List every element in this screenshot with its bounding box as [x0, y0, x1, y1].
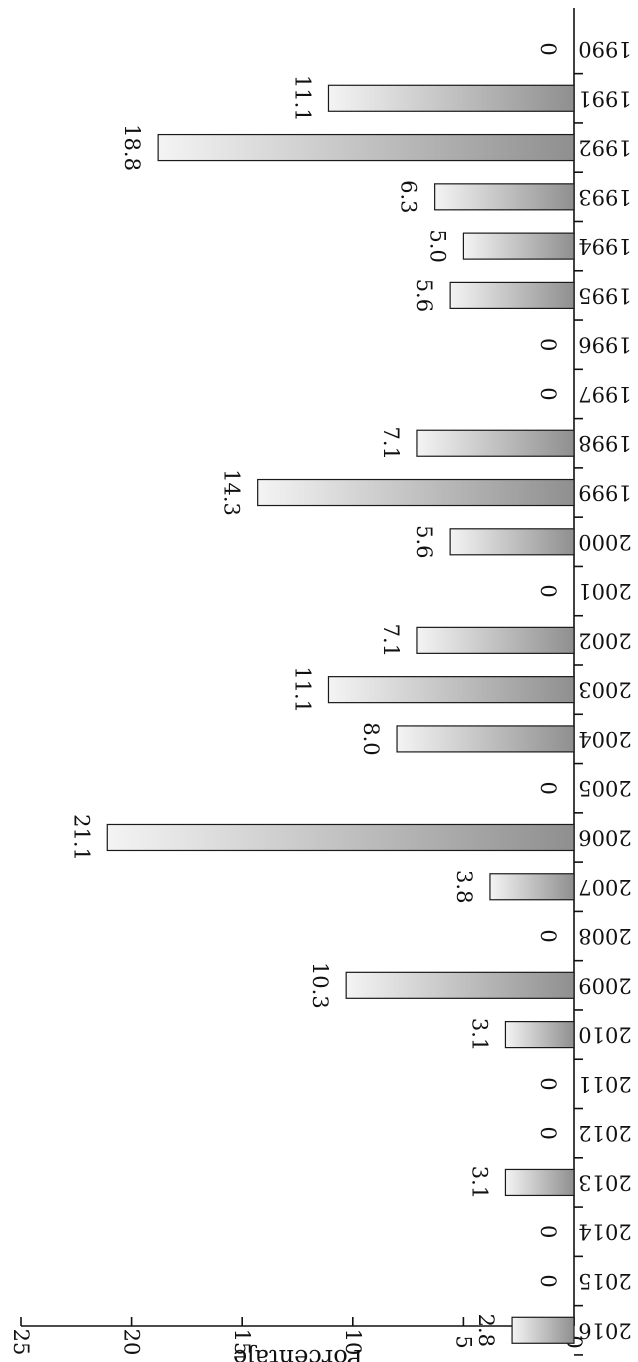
value-label-2003: 11.1: [290, 666, 314, 713]
value-label-1992: 18.8: [120, 124, 144, 171]
bar-1994: [462, 232, 575, 260]
value-axis-title: Porcentaje: [233, 1344, 363, 1362]
category-label-1992: 1992: [578, 136, 631, 160]
value-label-2014: 0: [536, 1225, 560, 1238]
category-label-1990: 1990: [578, 37, 631, 61]
value-label-1999: 14.3: [220, 469, 244, 516]
bar-2006: [106, 823, 575, 852]
category-label-2011: 2011: [578, 1072, 631, 1096]
value-tick-label-10: 10: [341, 1329, 365, 1356]
category-label-2009: 2009: [578, 973, 631, 997]
value-label-1998: 7.1: [379, 427, 403, 460]
category-label-2006: 2006: [578, 825, 631, 849]
axes: Porcentaje: [21, 8, 575, 1362]
category-label-1995: 1995: [578, 283, 631, 307]
category-label-2004: 2004: [578, 727, 631, 751]
value-label-1995: 5.6: [412, 279, 436, 312]
category-label-2003: 2003: [578, 678, 631, 702]
bar-2002: [416, 626, 575, 654]
value-label-2007: 3.8: [452, 870, 476, 903]
category-label-2012: 2012: [578, 1121, 631, 1145]
bar-2007: [489, 873, 575, 901]
category-label-2007: 2007: [578, 875, 631, 899]
category-label-2001: 2001: [578, 579, 631, 603]
bar-2003: [327, 676, 575, 704]
category-labels: 1990 1991 1992 1993 1994 1995 1996 1997 1998 1999…: [574, 37, 632, 1356]
value-label-2002: 7.1: [379, 624, 403, 657]
value-tick-label-15: 15: [230, 1329, 254, 1356]
category-label-1998: 1998: [578, 431, 631, 455]
value-label-1994: 5.0: [425, 229, 449, 262]
category-label-2000: 2000: [578, 530, 631, 554]
bar-1998: [416, 429, 575, 457]
category-label-1999: 1999: [578, 481, 631, 505]
category-label-1997: 1997: [578, 382, 631, 406]
value-label-1990: 0: [536, 42, 560, 55]
category-label-1996: 1996: [578, 333, 631, 357]
category-label-2008: 2008: [578, 924, 631, 948]
bar-2016: [511, 1316, 575, 1344]
value-label-2015: 0: [536, 1274, 560, 1287]
category-label-2002: 2002: [578, 628, 631, 652]
value-label-2005: 0: [536, 782, 560, 795]
category-label-2015: 2015: [578, 1269, 631, 1293]
bar-1992: [157, 133, 575, 162]
value-label-2008: 0: [536, 929, 560, 942]
bar-2009: [345, 971, 575, 999]
value-tick-label-5: 5: [451, 1335, 475, 1348]
value-label-1991: 11.1: [290, 75, 314, 122]
value-label-2006: 21.1: [69, 814, 93, 861]
value-tick-label-20: 20: [120, 1329, 144, 1356]
category-label-1994: 1994: [578, 234, 631, 258]
value-label-1996: 0: [536, 338, 560, 351]
value-labels: 0 11.1 18.8 6.35.0 5.6 0 0 7.1 14.3 5.6 0 7.1 11.1 8.…: [69, 42, 560, 1347]
bar-2013: [504, 1168, 575, 1197]
value-label-2013: 3.1: [467, 1166, 491, 1199]
bar-1999: [257, 478, 575, 507]
value-label-2004: 8.0: [359, 722, 383, 755]
value-label-2000: 5.6: [412, 525, 436, 558]
bar-2004: [396, 725, 575, 753]
bars: [106, 84, 575, 1344]
value-label-2010: 3.1: [467, 1018, 491, 1051]
value-label-1993: 6.3: [397, 180, 421, 213]
value-label-2012: 0: [536, 1126, 560, 1139]
bar-1991: [327, 84, 575, 112]
bar-2010: [504, 1020, 575, 1049]
category-label-1993: 1993: [578, 185, 631, 209]
category-label-2010: 2010: [578, 1023, 631, 1047]
bar-2000: [449, 528, 575, 556]
bar-1993: [434, 183, 575, 211]
category-label-2016: 2016: [578, 1318, 631, 1342]
value-label-2016: 2.8: [474, 1314, 498, 1347]
value-label-2009: 10.3: [308, 962, 332, 1009]
value-label-2001: 0: [536, 584, 560, 597]
bar-1995: [449, 281, 575, 309]
value-tick-label-25: 25: [9, 1329, 33, 1356]
value-label-1997: 0: [536, 387, 560, 400]
category-label-2005: 2005: [578, 776, 631, 800]
category-label-2013: 2013: [578, 1170, 631, 1194]
value-label-2011: 0: [536, 1077, 560, 1090]
category-label-2014: 2014: [578, 1220, 631, 1244]
category-label-1991: 1991: [578, 86, 631, 110]
